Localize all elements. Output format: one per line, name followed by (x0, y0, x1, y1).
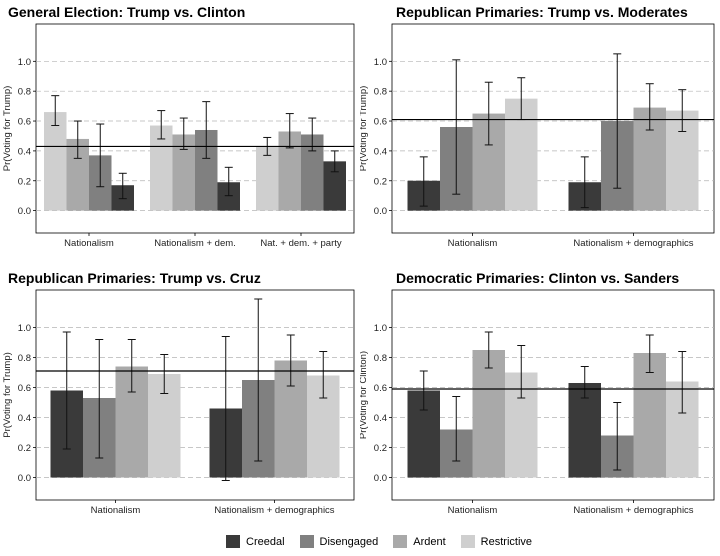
y-tick-label: 0.2 (18, 443, 31, 454)
bar (217, 182, 240, 211)
panel-general-election: General Election: Trump vs. Clinton 0.0 0… (0, 0, 360, 266)
y-tick-label: 0.0 (18, 473, 31, 484)
panel-republican-cruz: Republican Primaries: Trump vs. Cruz 0.0… (0, 266, 360, 530)
y-tick-label: 0.8 (374, 87, 387, 98)
y-axis-label: Pr(Voting for Clinton) (360, 351, 369, 439)
y-tick-label: 1.0 (374, 57, 387, 68)
panel-democratic-primaries: Democratic Primaries: Clinton vs. Sander… (360, 266, 720, 530)
x-tick-label: Nationalism (64, 238, 114, 249)
legend-label: Creedal (246, 535, 285, 548)
legend-swatch (226, 535, 240, 548)
legend-item-creedal: Creedal (226, 535, 285, 548)
y-tick-label: 0.8 (18, 353, 31, 364)
y-tick-label: 0.4 (374, 413, 387, 424)
legend-swatch (460, 535, 475, 548)
y-tick-label: 1.0 (18, 57, 31, 68)
legend-label: Ardent (413, 535, 446, 548)
chart-republican-cruz: 0.0 0.2 0.4 0.6 0.8 1.0 Pr(Voting for Trump) Na… (2, 289, 355, 516)
panel-title: General Election: Trump vs. Clinton (8, 4, 246, 20)
x-tick-label: Nationalism (91, 505, 141, 516)
bar (301, 134, 324, 211)
legend-swatch (393, 535, 408, 548)
x-tick-label: Nat. + dem. + party (260, 238, 342, 249)
y-tick-label: 0.8 (18, 87, 31, 98)
bar (633, 353, 666, 478)
x-tick-label: Nationalism (448, 505, 498, 516)
y-tick-label: 0.4 (374, 146, 387, 157)
y-tick-label: 0.4 (18, 146, 31, 157)
legend-label: Disengaged (319, 535, 379, 548)
chart-democratic-primaries: 0.0 0.2 0.4 0.6 0.8 1.0 Pr(Voting for Clinton)… (360, 289, 715, 516)
bar (472, 350, 505, 478)
y-tick-label: 1.0 (18, 323, 31, 334)
chart-republican-moderates: 0.0 0.2 0.4 0.6 0.8 1.0 Pr(Voting for Trump) Na… (360, 23, 715, 249)
x-tick-label: Nationalism + dem. (154, 238, 236, 249)
x-tick-label: Nationalism + demographics (573, 238, 693, 249)
bar (568, 383, 601, 478)
bar (195, 129, 218, 211)
legend-label: Restrictive (480, 535, 533, 548)
bar (278, 131, 301, 211)
y-tick-label: 1.0 (374, 323, 387, 334)
y-tick-label: 0.4 (18, 413, 31, 424)
y-tick-label: 0.0 (18, 206, 31, 217)
y-tick-label: 0.0 (374, 206, 387, 217)
y-axis-label: Pr(Voting for Trump) (2, 352, 13, 438)
bar (44, 112, 67, 211)
bar (66, 138, 89, 211)
x-tick-label: Nationalism + demographics (214, 505, 334, 516)
x-tick-label: Nationalism + demographics (573, 505, 693, 516)
y-tick-label: 0.8 (374, 353, 387, 364)
legend-item-restrictive: Restrictive (460, 535, 533, 548)
chart-general-election: 0.0 0.2 0.4 0.6 0.8 1.0 Pr(Voting for Trump) Na… (2, 23, 355, 249)
legend-item-ardent: Ardent (393, 535, 446, 548)
y-tick-label: 0.6 (374, 383, 387, 394)
y-tick-label: 0.0 (374, 473, 387, 484)
y-axis-label: Pr(Voting for Trump) (360, 86, 369, 172)
bar (256, 146, 279, 211)
y-tick-label: 0.6 (18, 383, 31, 394)
x-tick-label: Nationalism (448, 238, 498, 249)
panel-title: Democratic Primaries: Clinton vs. Sander… (396, 270, 680, 286)
legend-swatch (299, 535, 314, 548)
legend: Creedal Disengaged Ardent Restrictive (226, 535, 547, 548)
panel-title: Republican Primaries: Trump vs. Cruz (8, 270, 261, 286)
panel-title: Republican Primaries: Trump vs. Moderate… (396, 4, 688, 20)
y-tick-label: 0.2 (374, 443, 387, 454)
y-tick-label: 0.6 (18, 117, 31, 128)
y-axis-label: Pr(Voting for Trump) (2, 86, 13, 172)
bar (172, 134, 195, 211)
y-tick-label: 0.6 (374, 117, 387, 128)
legend-item-disengaged: Disengaged (299, 535, 379, 548)
panel-republican-moderates: Republican Primaries: Trump vs. Moderate… (360, 0, 720, 266)
y-tick-label: 0.2 (374, 176, 387, 187)
bar (323, 161, 346, 211)
y-tick-label: 0.2 (18, 176, 31, 187)
